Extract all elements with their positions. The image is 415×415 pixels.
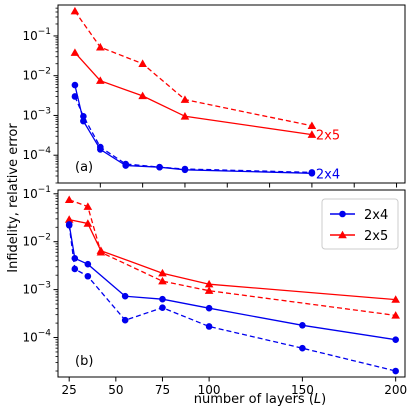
panel-1-series-2-point [121,292,129,300]
panel-1-series-0-line [69,218,396,301]
panel-0-series-0-end-label: 2x5 [316,129,340,144]
panel-0-series-1-line [74,10,313,127]
panel-1-series-1-point [204,286,214,294]
panel-0-series-1-point [307,121,317,130]
panel-1-y-tick-label: 10−4 [22,329,51,345]
panel-0-series-3-point [181,165,189,173]
panel-1-x-tick-label: 200 [384,383,407,397]
panel-1-x-tick-label: 100 [198,383,221,397]
panel-1-series-1-point [83,202,93,210]
panel-0-series-0-point [96,76,105,84]
panel-1-series-3-point [65,221,73,229]
panel-0-series-3-point [122,160,130,168]
panel-1-series-1-point [64,195,74,204]
panel-1-series-3-line [68,225,396,372]
panel-1-series-3-point [84,272,92,280]
panel-0-series-2-point [71,81,79,89]
panel-1-series-2-point [299,321,306,329]
panel-0-series-2-end-label: 2x4 [316,167,340,182]
panel-1-series-1 [64,195,400,319]
panel-0-series-0: 2x5 [70,48,340,144]
panel-1-series-2 [65,221,399,344]
panel-1-series-0-point [83,219,93,227]
panel-0-y-tick-label: 10−2 [22,67,51,83]
panel-0-series-2: 2x4 [71,81,340,182]
panel-1-y-tick-label: 10−1 [22,185,51,201]
panel-1-series-2-point [84,260,92,268]
panel-1-series-3-point [299,344,306,352]
panel-0-frame [57,4,406,184]
panel-1-x-tick-label: 75 [155,383,170,397]
panel-0-y-tick-label: 10−1 [22,27,51,43]
panel-a: 2x5 2x4 10−1 10−2 10−3 10−4 (a) [22,4,406,188]
panel-1-x-tick-label: 150 [291,383,314,397]
panel-1-series-1-point [391,311,400,319]
legend-2x4-marker [339,210,346,218]
panel-0-series-3-point [156,163,163,171]
y-axis-label: Infidelity, relative error [6,123,21,273]
legend-2x5-marker [338,230,347,239]
panel-0-series-3-point [80,113,87,120]
panel-0-series-1-point [96,42,105,51]
panel-1-series-1-point [96,248,106,256]
panel-1-y-tick-label: 10−3 [22,281,51,297]
panel-1-x-tick-label: 25 [62,383,77,397]
panel-1-series-3-point [121,316,129,324]
legend-2x5-label: 2x5 [364,229,388,244]
panel-1-series-3 [65,221,399,375]
panel-1-series-0-point [64,215,74,223]
panel-0-series-1-point [70,6,80,15]
panel-1-y-tick-label: 10−2 [22,233,51,249]
panel-1-x-tick-label: 50 [108,383,123,397]
panel-0-series-1 [70,6,317,130]
panel-0-series-3-point [97,143,104,151]
panel-1-label: (b) [75,354,93,369]
panel-1-series-2-point [71,255,79,262]
panel-1-series-0-point [158,268,167,277]
panel-0-label: (a) [75,160,93,175]
panel-1-series-2-point [205,304,213,312]
panel-0-series-0-point [138,91,147,100]
panel-1-series-3-point [205,323,213,330]
panel-0-series-0-point [180,112,190,120]
panel-0-series-3-point [71,93,79,100]
panel-1-series-1-point [158,276,167,285]
x-axis-label: number of layers (L) [194,392,326,407]
panel-0-y-tick-label: 10−3 [22,106,51,122]
panel-0-series-0-point [70,48,80,56]
panel-0-series-1-point [180,95,190,103]
panel-1-series-3-point [71,265,79,273]
panel-1-series-3-point [392,367,399,375]
panel-1-series-0-point [204,279,214,288]
panel-0-series-0-point [307,130,317,138]
legend-2x4-label: 2x4 [364,208,388,223]
panel-1-series-2-point [392,336,399,344]
panel-0-y-tick-label: 10−4 [22,146,51,162]
panel-0-series-3-line [74,96,312,174]
panel-0-series-0-line [74,52,312,136]
panel-0-series-3 [71,93,316,176]
panel-1-series-2-point [159,295,166,303]
panel-1-frame [57,189,406,378]
panel-1-series-0-point [391,295,400,303]
panel-1-series-1-line [68,199,396,317]
panel-0-series-1-point [138,59,147,67]
panel-0-series-3-point [308,169,316,176]
panel-1-series-3-point [159,304,166,311]
